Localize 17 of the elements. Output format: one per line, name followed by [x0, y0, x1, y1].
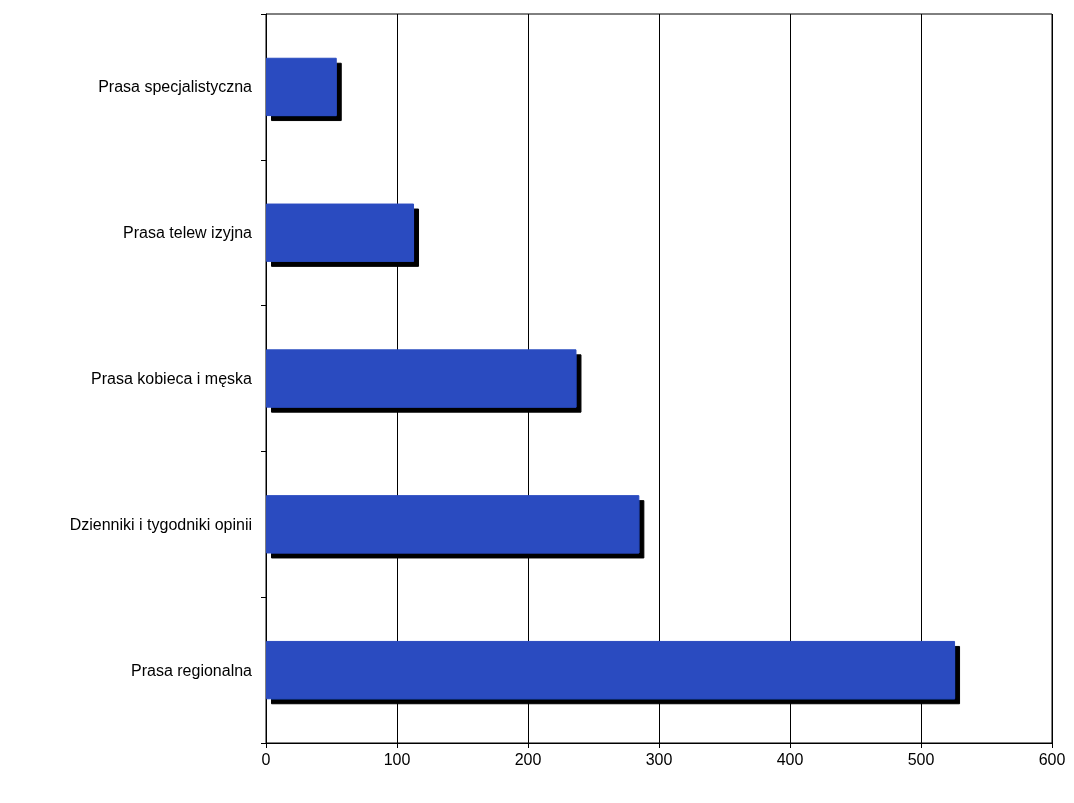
x-tick-label: 100 [383, 750, 411, 768]
x-tick-label: 0 [261, 750, 271, 768]
bar [266, 57, 337, 117]
y-tick-label: Prasa kobieca i męska [91, 370, 253, 387]
x-tick-label: 500 [907, 750, 935, 768]
bar [266, 495, 640, 554]
bar [266, 640, 956, 700]
y-tick-label: Prasa telew izyjna [123, 224, 253, 242]
y-tick-label: Dzienniki i tygodniki opinii [69, 515, 252, 533]
y-tick-label: Prasa specjalistyczna [98, 78, 253, 96]
x-tick-label: 200 [514, 750, 542, 768]
y-tick-label: Prasa regionalna [131, 661, 253, 679]
bar [266, 203, 415, 262]
x-tick-label: 600 [1038, 750, 1066, 768]
x-tick-label: 400 [776, 750, 804, 768]
bar [266, 349, 577, 408]
x-tick-label: 300 [645, 750, 673, 768]
